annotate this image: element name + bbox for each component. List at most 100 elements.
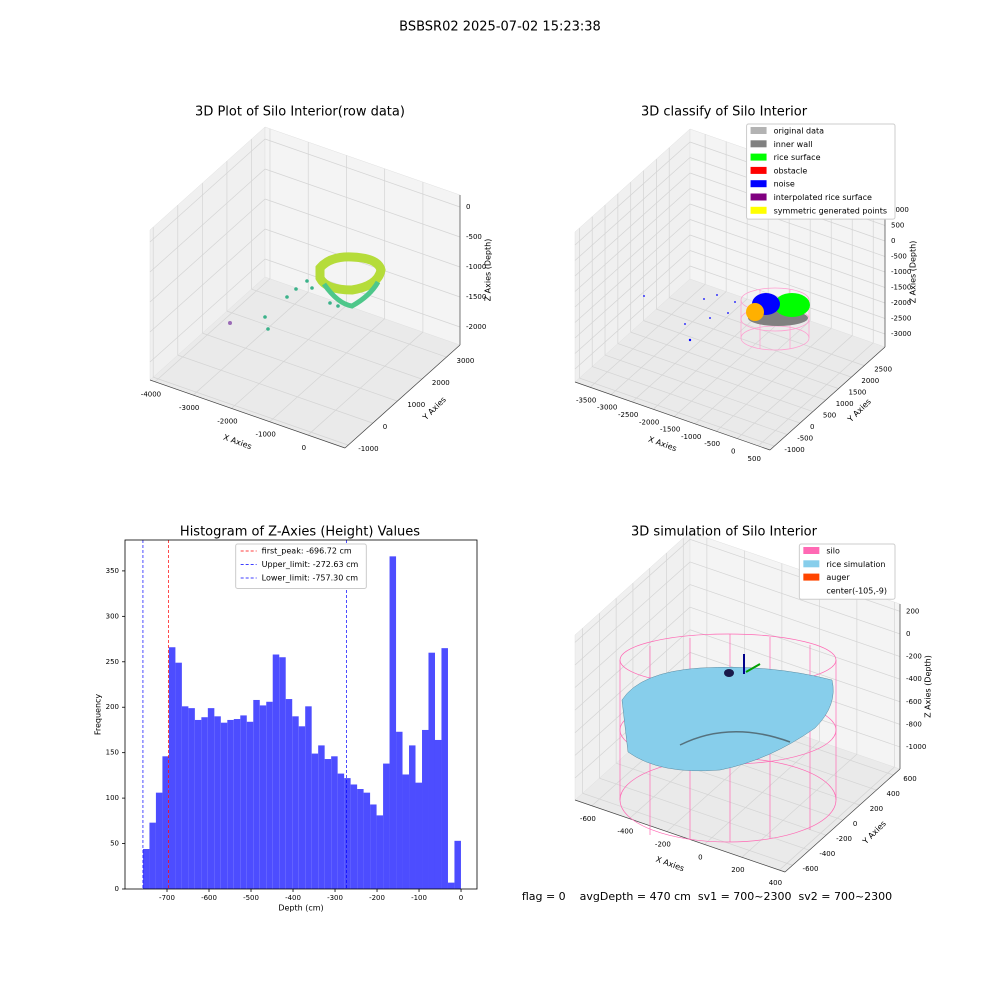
bar [285, 699, 293, 889]
grid-line [153, 376, 349, 446]
grid-line [689, 606, 901, 680]
z-tick-label: -1000 [891, 268, 911, 276]
grid-line [264, 138, 461, 208]
bar [149, 822, 156, 889]
grid-line [574, 584, 691, 688]
grid-line [669, 297, 865, 366]
z-tick-label: -2000 [891, 299, 911, 307]
grid-line [689, 250, 886, 319]
bar [272, 654, 280, 889]
bar [253, 699, 260, 889]
grid-line [715, 327, 832, 432]
y-tick-label: -1000 [358, 445, 378, 453]
x-tick-label: -3500 [576, 396, 596, 404]
grid-line [574, 250, 691, 354]
grid-line [231, 305, 347, 409]
x-axis-label: X Axies [655, 855, 686, 874]
grid-line [192, 291, 309, 396]
y-axis-label: Y Axies [860, 819, 888, 847]
grid-line [689, 188, 886, 257]
bar [194, 719, 202, 889]
grid-line [574, 606, 691, 711]
x-tick-label: 500 [748, 455, 761, 463]
y-tick-label: 0 [383, 423, 387, 431]
legend-box [746, 123, 896, 220]
z-tick-label: -500 [466, 233, 482, 241]
y-tick-label: 150 [106, 749, 119, 757]
z-tick-label: -500 [891, 253, 907, 261]
plot-frame [124, 539, 478, 890]
grid-line [689, 234, 886, 304]
legend-swatch [750, 140, 767, 148]
z-tick-label: 200 [906, 607, 919, 615]
legend-swatch [750, 206, 767, 214]
z-axis-label: Z Axies (Depth) [924, 655, 933, 718]
x-tick-label: -400 [285, 894, 301, 902]
grid-line [574, 539, 691, 643]
z-tick-label: -2000 [466, 323, 486, 331]
grid-line [177, 354, 373, 424]
bar [220, 722, 228, 889]
grid-line [689, 629, 901, 703]
x-tick-label: -2000 [639, 418, 659, 426]
y-tick-label: 0 [115, 885, 119, 893]
bar [207, 708, 215, 889]
grid-line [574, 234, 691, 339]
bar [162, 756, 169, 889]
grid-line [149, 168, 266, 273]
y-tick-label: 200 [106, 703, 119, 711]
bar [422, 729, 429, 889]
legend-swatch [750, 153, 767, 161]
auger [745, 663, 761, 673]
x-tick-label: -500 [704, 440, 720, 448]
x-tick-label: -200 [655, 841, 671, 849]
grid-line [149, 228, 266, 333]
grid-line [779, 766, 895, 871]
grid-line [269, 318, 385, 422]
grid-line [643, 320, 839, 389]
x-axis-label: X Axies [647, 435, 678, 454]
legend-swatch [750, 166, 767, 174]
figure-title: BSBSR02 2025-07-02 15:23:38 [399, 20, 601, 35]
bar [240, 715, 247, 889]
x-tick-label: 0 [302, 444, 306, 452]
bar [233, 719, 241, 889]
grid-line [264, 168, 461, 238]
grid-line [656, 308, 852, 378]
grid-line [574, 561, 691, 666]
grid-line [689, 203, 886, 273]
chart-title: 3D Plot of Silo Interior(row data) [195, 105, 405, 120]
bar [409, 745, 416, 889]
y-tick-label: -500 [797, 435, 813, 443]
x-tick-label: -2500 [618, 411, 638, 419]
z-tick-label: -200 [906, 653, 922, 661]
grid-line [574, 157, 691, 261]
grid-line [154, 278, 271, 382]
legend-label: symmetric generated points [774, 206, 887, 215]
grid-line [694, 320, 811, 425]
bar [350, 784, 358, 889]
x-tick-label: 400 [769, 879, 782, 887]
chart-title: 3D classify of Silo Interior [641, 105, 808, 120]
legend-box [798, 543, 896, 600]
legend-label: auger [826, 573, 850, 582]
grid-line [202, 332, 398, 402]
grid-line [264, 228, 461, 298]
legend-label: obstacle [774, 166, 808, 175]
grid-line [574, 203, 691, 308]
x-tick-label: -4000 [141, 391, 161, 399]
chart-title: Histogram of Z-Axies (Height) Values [180, 525, 420, 540]
bar [363, 792, 371, 889]
y-tick-label: -600 [803, 865, 819, 873]
x-tick-label: -3000 [179, 404, 199, 412]
x-tick-label: 200 [731, 866, 744, 874]
bar [298, 726, 306, 889]
grid-line [589, 284, 706, 388]
z-tick-label: -400 [906, 675, 922, 683]
x-tick-label: -400 [617, 828, 633, 836]
z-tick-label: 0 [906, 630, 910, 638]
y-tick-label: 0 [810, 423, 814, 431]
bar [227, 719, 234, 889]
grid-line [652, 305, 769, 410]
x-tick-label: 0 [459, 894, 463, 902]
